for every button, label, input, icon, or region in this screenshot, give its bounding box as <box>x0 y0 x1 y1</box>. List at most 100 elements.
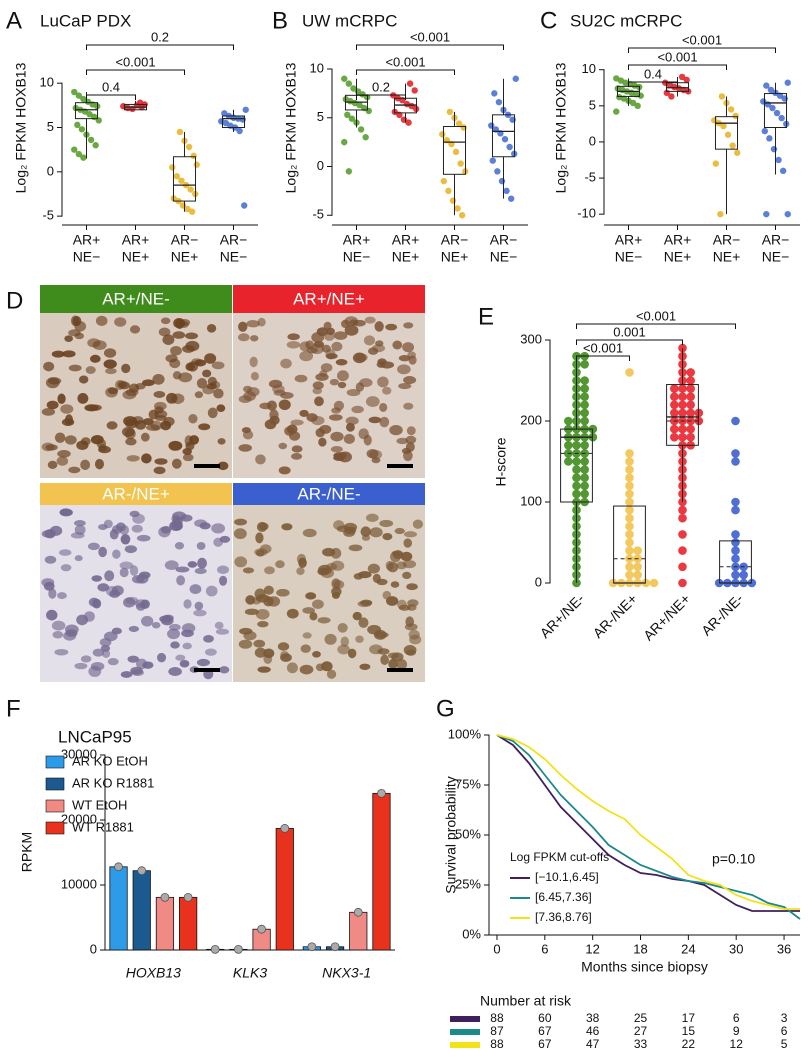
nucleus <box>174 541 185 550</box>
data-point <box>686 424 695 434</box>
x-tick-label: AR+ <box>392 232 420 248</box>
nucleus <box>57 450 71 458</box>
nucleus <box>41 578 55 587</box>
panel-letter: F <box>6 695 21 722</box>
x-tick-label: AR+ <box>343 232 371 248</box>
data-point <box>739 570 748 580</box>
y-tick-label: 50% <box>455 826 481 841</box>
nucleus <box>312 599 324 609</box>
nucleus <box>91 575 103 582</box>
nucleus <box>365 513 379 522</box>
nucleus <box>352 611 362 621</box>
scale-bar <box>194 464 220 468</box>
data-point <box>770 145 778 153</box>
replicate-dot <box>280 824 290 833</box>
data-point <box>495 98 503 106</box>
data-point <box>670 384 679 393</box>
risk-count: 15 <box>682 1024 696 1038</box>
nucleus <box>396 561 407 570</box>
nucleus <box>117 380 128 389</box>
x-tick-label: NE− <box>73 249 101 265</box>
tile-label: AR+/NE+ <box>293 289 365 308</box>
nucleus <box>206 323 217 333</box>
y-tick-label: -10 <box>577 206 596 221</box>
nucleus <box>259 402 272 410</box>
nucleus <box>393 550 403 560</box>
tile-header <box>233 483 425 505</box>
legend-label: [7.36,8.76] <box>535 910 592 924</box>
nucleus <box>331 341 343 352</box>
bar <box>275 828 294 951</box>
nucleus <box>194 391 204 399</box>
data-point <box>92 142 99 149</box>
replicate-dot <box>330 942 340 952</box>
data-point <box>731 538 740 547</box>
data-point <box>506 143 513 151</box>
nucleus <box>64 435 77 445</box>
data-point <box>580 376 589 385</box>
nucleus <box>245 595 256 605</box>
data-point <box>341 138 348 146</box>
nucleus <box>355 635 364 643</box>
x-tick-label: 30 <box>729 941 743 956</box>
nucleus <box>47 460 58 469</box>
x-tick-label: 18 <box>633 941 647 956</box>
risk-count: 47 <box>586 1037 600 1050</box>
data-point <box>187 186 194 193</box>
nucleus <box>382 386 392 395</box>
data-point <box>572 473 581 483</box>
nucleus <box>306 413 318 422</box>
survival-curve <box>496 734 801 920</box>
data-point <box>494 168 501 175</box>
panel-title: LNCaP95 <box>58 727 132 746</box>
nucleus <box>330 431 344 442</box>
nucleus <box>183 599 192 609</box>
data-point <box>625 481 634 491</box>
nucleus <box>168 667 182 676</box>
data-point <box>712 160 719 167</box>
data-point <box>344 111 351 119</box>
nucleus <box>360 526 371 537</box>
nucleus <box>217 565 230 574</box>
x-tick-label: AR− <box>713 232 741 248</box>
legend-label: AR KO R1881 <box>72 775 154 790</box>
replicate-dot <box>377 788 386 798</box>
nucleus <box>351 405 364 414</box>
data-point <box>359 91 366 98</box>
nucleus <box>380 361 395 369</box>
box <box>442 126 467 175</box>
data-point <box>633 570 642 580</box>
nucleus <box>154 458 168 465</box>
y-axis-title: Log₂ FPKM HOXB13 <box>283 62 299 193</box>
nucleus <box>287 333 300 341</box>
data-point <box>718 93 726 100</box>
data-point <box>501 136 509 143</box>
nucleus <box>151 621 161 629</box>
replicate-dot <box>257 924 267 934</box>
nucleus <box>330 446 343 453</box>
nucleus <box>202 369 212 378</box>
data-point <box>580 441 589 450</box>
x-tick-label: NKX3-1 <box>322 965 371 981</box>
nucleus <box>51 620 66 631</box>
data-point <box>439 131 446 138</box>
nucleus <box>280 391 294 399</box>
risk-count: 9 <box>733 1024 740 1038</box>
nucleus <box>164 560 179 570</box>
nucleus <box>46 400 59 410</box>
data-point <box>769 104 776 112</box>
data-point <box>731 505 740 515</box>
nucleus <box>296 553 307 565</box>
box <box>763 93 788 128</box>
nucleus <box>366 449 379 459</box>
nucleus <box>203 634 214 643</box>
nucleus <box>196 658 211 667</box>
nucleus <box>377 376 389 388</box>
risk-count: 46 <box>586 1024 600 1038</box>
data-point <box>678 432 687 442</box>
nucleus <box>397 364 411 375</box>
data-point <box>637 92 644 99</box>
data-point <box>572 489 581 499</box>
nucleus <box>320 567 335 579</box>
nucleus <box>281 523 293 531</box>
